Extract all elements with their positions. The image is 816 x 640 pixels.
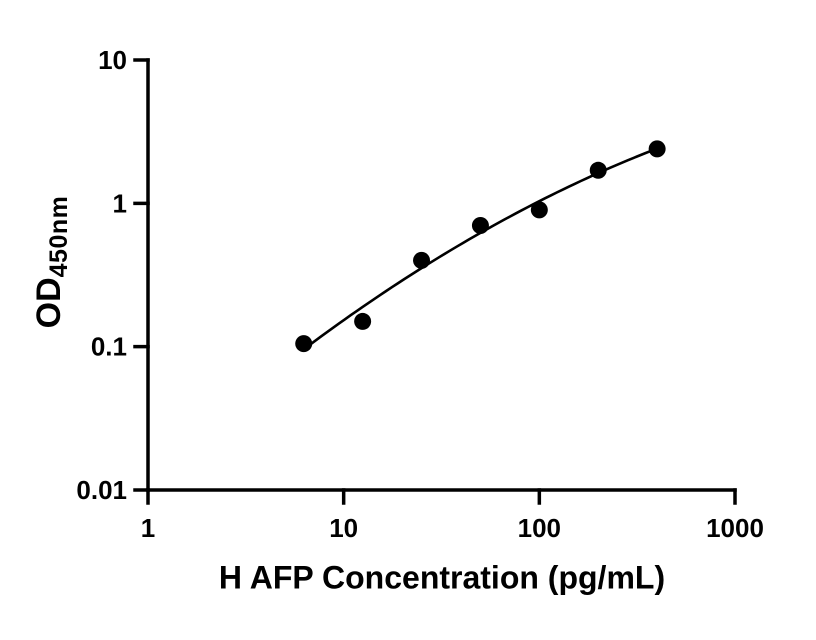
x-axis-title: H AFP Concentration (pg/mL): [218, 559, 666, 596]
y-axis-title-subscript: 450nm: [45, 195, 73, 278]
y-tick-label: 10: [98, 45, 127, 75]
y-tick-label: 0.01: [76, 475, 127, 505]
data-point: [295, 335, 313, 353]
x-tick-label: 1: [141, 513, 155, 543]
data-point: [648, 140, 666, 158]
x-tick-label: 1000: [706, 513, 764, 543]
data-point: [530, 201, 548, 219]
y-tick-label: 0.1: [91, 332, 127, 362]
x-tick-label: 100: [518, 513, 561, 543]
data-point: [471, 217, 489, 235]
x-tick-label: 10: [329, 513, 358, 543]
data-point: [589, 161, 607, 179]
data-point: [413, 251, 431, 269]
y-axis-title-main: OD: [30, 277, 68, 329]
y-axis-title: OD450nm: [30, 196, 74, 329]
data-point: [354, 312, 372, 330]
y-tick-label: 1: [113, 188, 127, 218]
